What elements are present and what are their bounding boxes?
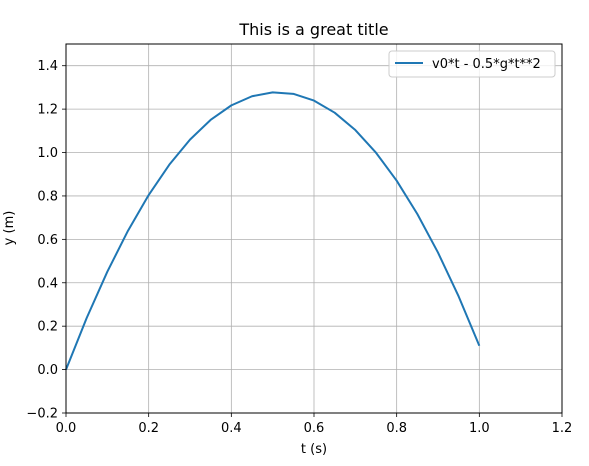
legend: v0*t - 0.5*g*t**2 — [388, 50, 556, 78]
y-tick-label: 0.0 — [37, 363, 58, 378]
x-tick-label: 0.6 — [304, 421, 325, 436]
series-line — [65, 91, 481, 370]
series-layer — [65, 91, 481, 370]
y-axis-title: y (m) — [2, 211, 17, 246]
y-tick-label: 0.2 — [37, 320, 58, 335]
y-tick-label: 1.2 — [37, 103, 58, 118]
chart-title: This is a great title — [238, 20, 388, 39]
y-tick-label: 0.4 — [37, 276, 58, 291]
x-tick-label: 0.4 — [221, 421, 242, 436]
x-axis-title: t (s) — [301, 442, 327, 457]
x-tick-label: 0.8 — [386, 421, 407, 436]
x-tick-label: 0.0 — [56, 421, 77, 436]
grid — [65, 44, 563, 414]
y-tick-label: 1.4 — [37, 59, 58, 74]
x-tick-label: 0.2 — [138, 421, 159, 436]
legend-box — [388, 50, 556, 78]
y-tick-label: −0.2 — [26, 407, 58, 422]
y-tick-label: 0.6 — [37, 233, 58, 248]
x-tick-label: 1.2 — [552, 421, 573, 436]
legend-entry: v0*t - 0.5*g*t**2 — [432, 57, 541, 72]
ticks: 0.0 0.2 0.4 0.6 0.8 1.0 1.2−0.20.00.20.40.60.8… — [26, 59, 572, 436]
y-tick-label: 0.8 — [37, 189, 58, 204]
x-tick-label: 1.0 — [469, 421, 490, 436]
y-tick-label: 1.0 — [37, 146, 58, 161]
